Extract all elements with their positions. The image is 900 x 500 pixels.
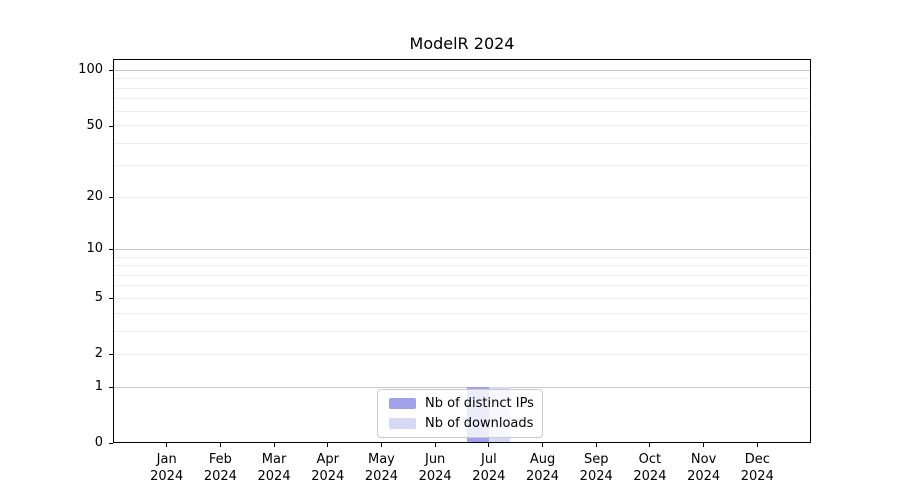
x-tick-label: Nov 2024 (674, 451, 734, 485)
gridline-minor (114, 196, 810, 198)
x-tick-year: 2024 (525, 469, 560, 484)
gridline-minor (114, 110, 810, 112)
x-tick-label: Dec 2024 (727, 451, 787, 485)
x-tick-mark (542, 443, 544, 447)
x-tick-mark (273, 443, 275, 447)
x-tick-month: Nov (690, 452, 717, 467)
y-tick-label: 2 (94, 346, 103, 362)
x-tick-label: Feb 2024 (190, 451, 250, 485)
x-tick-month: Jan (156, 452, 177, 467)
legend-label-downloads: Nb of downloads (425, 415, 534, 431)
x-tick-mark (488, 443, 490, 447)
gridline-major (114, 69, 810, 71)
legend-swatch-distinct-ips (389, 398, 416, 410)
gridline-minor (114, 165, 810, 167)
x-tick-label: May 2024 (351, 451, 411, 485)
x-tick-mark (166, 443, 168, 447)
x-tick-label: Mar 2024 (244, 451, 304, 485)
x-tick-year: 2024 (418, 469, 452, 484)
y-tick-label: 10 (86, 241, 103, 257)
x-tick-month: Feb (208, 452, 232, 467)
y-tick-label: 100 (78, 62, 103, 78)
y-tick-mark (109, 125, 113, 127)
plot-border (113, 59, 811, 443)
y-tick-mark (109, 70, 113, 72)
x-tick-month: Oct (638, 452, 662, 467)
gridline-minor (114, 98, 810, 100)
x-tick-label: Jun 2024 (405, 451, 465, 485)
y-tick-mark (109, 298, 113, 300)
gridline-minor (114, 78, 810, 80)
x-tick-mark (380, 443, 382, 447)
gridline-minor (114, 87, 810, 89)
x-tick-year: 2024 (687, 469, 721, 484)
x-tick-year: 2024 (150, 469, 184, 484)
gridline-minor (114, 256, 810, 258)
x-tick-year: 2024 (257, 469, 291, 484)
x-tick-year: 2024 (633, 469, 667, 484)
x-tick-year: 2024 (472, 469, 506, 484)
x-tick-month: Mar (261, 452, 287, 467)
gridline-minor (114, 274, 810, 276)
gridline-minor (114, 297, 810, 299)
x-tick-month: Apr (316, 452, 340, 467)
x-tick-mark (703, 443, 705, 447)
gridline-minor (114, 312, 810, 314)
x-tick-month: Jun (424, 452, 446, 467)
x-tick-mark (649, 443, 651, 447)
legend-label-distinct-ips: Nb of distinct IPs (425, 396, 534, 412)
gridline-major (114, 386, 810, 388)
x-tick-year: 2024 (311, 469, 345, 484)
legend-item-downloads: Nb of downloads (385, 416, 535, 431)
x-tick-month: Jul (481, 452, 497, 467)
y-tick-mark (109, 354, 113, 356)
y-tick-label: 5 (94, 290, 103, 306)
x-tick-label: Jul 2024 (459, 451, 519, 485)
y-tick-label: 0 (94, 435, 103, 450)
x-tick-month: Aug (529, 452, 556, 467)
x-tick-label: Aug 2024 (513, 451, 573, 485)
legend-swatch-downloads (389, 417, 416, 429)
x-tick-year: 2024 (203, 469, 237, 484)
x-tick-mark (434, 443, 436, 447)
y-tick-mark (109, 197, 113, 199)
gridline-minor (114, 353, 810, 355)
x-tick-label: Jan 2024 (137, 451, 197, 485)
x-tick-month: Sep (583, 452, 609, 467)
x-tick-month: Dec (744, 452, 770, 467)
x-tick-mark (595, 443, 597, 447)
x-tick-year: 2024 (740, 469, 774, 484)
y-tick-label: 1 (94, 379, 103, 395)
x-tick-mark (219, 443, 221, 447)
gridline-minor (114, 285, 810, 287)
x-tick-mark (327, 443, 329, 447)
x-tick-month: May (368, 452, 395, 467)
gridline-major (114, 248, 810, 250)
y-tick-label: 20 (86, 189, 103, 205)
x-tick-label: Sep 2024 (566, 451, 626, 485)
x-tick-mark (756, 443, 758, 447)
y-tick-mark (109, 249, 113, 251)
x-tick-year: 2024 (364, 469, 398, 484)
gridline-minor (114, 142, 810, 144)
y-tick-mark (109, 443, 113, 444)
gridline-minor (114, 330, 810, 332)
y-tick-mark (109, 387, 113, 389)
chart-title: ModelR 2024 (409, 34, 515, 53)
legend: Nb of distinct IPs Nb of downloads (377, 389, 543, 438)
legend-item-distinct-ips: Nb of distinct IPs (385, 396, 535, 411)
gridline-minor (114, 265, 810, 267)
x-tick-label: Oct 2024 (620, 451, 680, 485)
y-tick-label: 50 (86, 117, 103, 133)
gridline-minor (114, 125, 810, 127)
x-tick-year: 2024 (579, 469, 613, 484)
x-tick-label: Apr 2024 (298, 451, 358, 485)
